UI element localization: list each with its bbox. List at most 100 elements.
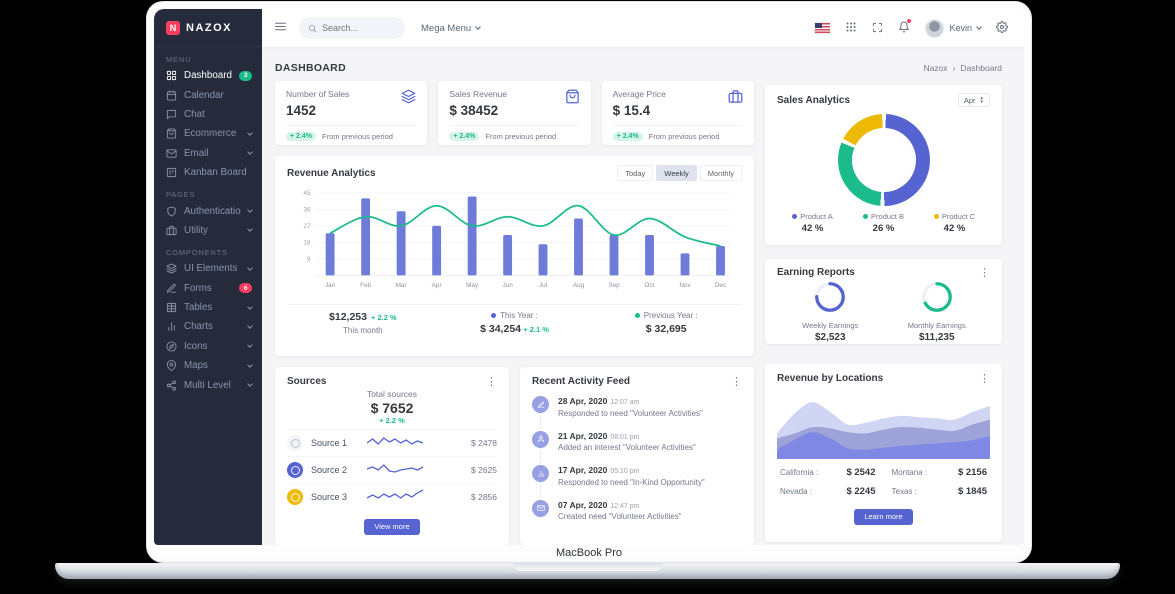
earning-reports-card: Earning Reports ⋮ Weekly Earnings $2,523… xyxy=(765,259,1002,344)
search-box[interactable] xyxy=(299,17,405,39)
source-row-source-2[interactable]: Source 2 $ 2625 xyxy=(287,456,497,483)
sidebar-section-label: MENU xyxy=(166,55,192,64)
chevron-down-icon xyxy=(247,130,253,136)
device-label: MacBook Pro xyxy=(555,547,623,559)
sidebar-item-kanban-board[interactable]: Kanban Board xyxy=(154,163,262,182)
source-name: Source 1 xyxy=(311,438,348,448)
sidebar-item-label: Calendar xyxy=(184,89,224,101)
brand-logo[interactable]: N NAZOX xyxy=(154,9,262,47)
sidebar-item-email[interactable]: Email xyxy=(154,144,262,163)
activity-text: Created need "Volunteer Activities" xyxy=(558,512,682,521)
activity-date: 07 Apr, 2020 12:47 pm xyxy=(558,499,640,510)
earning-label: Weekly Earnings xyxy=(802,321,859,330)
location-stat-california-: California : $ 2542 xyxy=(780,467,876,478)
main-area: Mega Menu Kevin xyxy=(262,9,1024,545)
source-row-source-1[interactable]: Source 1 $ 2478 xyxy=(287,429,497,456)
hamburger-menu-icon[interactable] xyxy=(274,20,287,36)
sidebar-item-charts[interactable]: Charts xyxy=(154,317,262,336)
sidebar-item-utility[interactable]: Utility xyxy=(154,221,262,240)
mega-menu-button[interactable]: Mega Menu xyxy=(421,23,482,34)
chevron-down-icon xyxy=(247,323,253,329)
sidebar-item-icons[interactable]: Icons xyxy=(154,337,262,356)
laptop-base-notch xyxy=(512,563,663,571)
month-select-value: Apr xyxy=(963,95,976,105)
sidebar-nav: MENU Dashboard 3 Calendar Chat Ecommerce Email… xyxy=(154,47,262,395)
locations-area-chart xyxy=(777,389,990,459)
earning-value: $11,235 xyxy=(918,332,955,343)
sources-total-value: $ 7652 xyxy=(370,400,414,416)
activity-text: Responded to need "In-Kind Opportunity" xyxy=(558,477,705,487)
user-menu[interactable]: Kevin xyxy=(925,18,982,38)
sidebar-item-ecommerce[interactable]: Ecommerce xyxy=(154,124,262,143)
notifications-bell-icon[interactable] xyxy=(898,18,912,36)
sidebar-item-calendar[interactable]: Calendar xyxy=(154,85,262,104)
apps-grid-icon[interactable] xyxy=(845,21,857,36)
stat-value: $ 38452 xyxy=(449,103,499,118)
mail-icon xyxy=(166,148,177,159)
location-label: California : xyxy=(780,468,819,477)
sidebar-item-label: UI Elements xyxy=(184,263,238,275)
sidebar-item-label: Ecommerce xyxy=(184,128,237,140)
svg-text:Oct: Oct xyxy=(645,282,655,289)
user-name: Kevin xyxy=(949,23,972,33)
sidebar-item-chat[interactable]: Chat xyxy=(154,105,262,124)
stat-delta-badge: + 2.4% xyxy=(612,131,643,141)
location-value: $ 2245 xyxy=(846,486,876,497)
sources-total-delta: + 2.2 % xyxy=(379,416,405,425)
svg-text:36: 36 xyxy=(303,206,311,213)
source-3-icon xyxy=(287,489,303,505)
kebab-menu-icon[interactable]: ⋮ xyxy=(731,375,742,388)
stat-note: From previous period xyxy=(648,131,720,141)
activity-title: Recent Activity Feed xyxy=(532,376,630,387)
edit-icon xyxy=(166,283,177,294)
sidebar-item-maps[interactable]: Maps xyxy=(154,356,262,375)
svg-text:Sep: Sep xyxy=(608,282,620,289)
learn-more-button[interactable]: Learn more xyxy=(854,508,913,525)
fullscreen-icon[interactable] xyxy=(872,21,883,36)
language-flag-icon[interactable] xyxy=(815,23,831,33)
breadcrumb-root[interactable]: Nazox xyxy=(923,63,948,73)
source-1-icon xyxy=(287,435,303,451)
search-input[interactable] xyxy=(322,23,392,33)
legend-dot xyxy=(863,214,869,219)
location-value: $ 2156 xyxy=(957,467,987,478)
brand-logo-icon: N xyxy=(166,20,180,35)
source-2-icon xyxy=(287,462,303,478)
chevron-down-icon xyxy=(247,303,253,310)
month-select[interactable]: Apr ▲ ▼ xyxy=(957,93,990,107)
month-total: $12,253 xyxy=(329,311,367,323)
view-more-button[interactable]: View more xyxy=(364,518,420,535)
sidebar-item-label: Kanban Board xyxy=(184,167,247,179)
revenue-period-tabs: Today Weekly Monthly xyxy=(617,165,742,181)
activity-text: Responded to need "Volunteer Activities" xyxy=(558,408,703,418)
sidebar-item-label: Icons xyxy=(184,340,208,352)
user-icon xyxy=(532,430,549,448)
location-value: $ 2542 xyxy=(846,467,876,478)
sidebar-item-label: Tables xyxy=(184,302,213,314)
kebab-menu-icon[interactable]: ⋮ xyxy=(979,266,990,279)
activity-timeline: 28 Apr, 2020 12:07 am Responded to need "V… xyxy=(532,396,742,521)
select-arrows-icon: ▲ ▼ xyxy=(979,95,984,104)
sidebar-item-forms[interactable]: Forms 6 xyxy=(154,279,262,298)
kebab-menu-icon[interactable]: ⋮ xyxy=(979,372,990,385)
source-row-source-3[interactable]: Source 3 $ 2856 xyxy=(287,483,497,510)
sidebar-item-authentication[interactable]: Authentication xyxy=(154,201,262,220)
breadcrumb-row: DASHBOARD Nazox › Dashboard xyxy=(275,57,1002,79)
sources-title: Sources xyxy=(287,376,327,387)
sidebar-item-tables[interactable]: Tables xyxy=(154,298,262,317)
chevron-down-icon xyxy=(247,149,253,156)
tab-weekly[interactable]: Weekly xyxy=(656,165,697,181)
revenue-analytics-title: Revenue Analytics xyxy=(287,167,376,179)
tab-monthly[interactable]: Monthly xyxy=(699,165,742,181)
sidebar-badge: 6 xyxy=(239,283,252,294)
kebab-menu-icon[interactable]: ⋮ xyxy=(486,375,497,388)
stat-card-row: Number of Sales 1452 + 2.4% From previou… xyxy=(275,81,754,145)
chevron-down-icon xyxy=(247,264,253,271)
tab-today[interactable]: Today xyxy=(617,165,654,181)
sidebar-item-dashboard[interactable]: Dashboard 3 xyxy=(154,66,262,85)
sidebar-item-multi-level[interactable]: Multi Level xyxy=(154,375,262,394)
earning-items: Weekly Earnings $2,523 Monthly Earnings … xyxy=(777,280,990,343)
legend-product-c: Product C 42 % xyxy=(919,212,990,234)
settings-gear-icon[interactable] xyxy=(996,20,1008,36)
sidebar-item-ui-elements[interactable]: UI Elements xyxy=(154,259,262,278)
